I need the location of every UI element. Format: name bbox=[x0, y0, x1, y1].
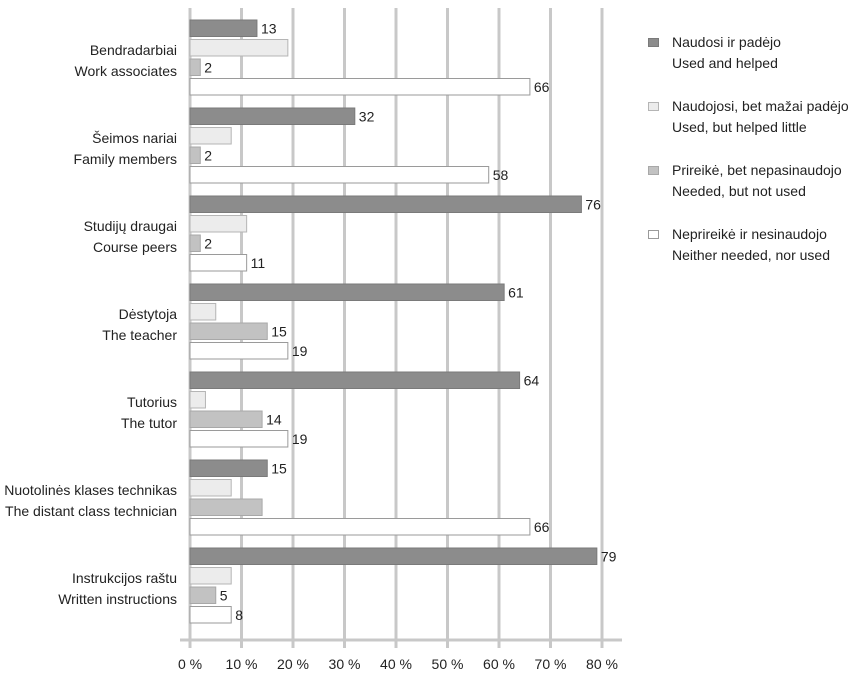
data-label: 79 bbox=[601, 548, 617, 564]
bar bbox=[189, 459, 268, 477]
x-axis: 0 % 10 % 20 % 30 % 40 % 50 % 60 % 70 % 80 % bbox=[178, 638, 622, 672]
data-label: 58 bbox=[493, 167, 509, 183]
category-label-lt: Nuotolinės klases technikas bbox=[4, 482, 177, 498]
legend-text: Naudojosi, bet mažai padėjo Used, but he… bbox=[672, 96, 849, 138]
data-label: 14 bbox=[266, 411, 282, 427]
category-label-lt: Šeimos nariai bbox=[92, 130, 177, 146]
data-label: 2 bbox=[204, 235, 212, 251]
bar bbox=[189, 127, 232, 145]
legend-text: Neprireikė ir nesinaudojo Neither needed… bbox=[672, 224, 830, 266]
bar bbox=[189, 39, 289, 57]
legend-swatch bbox=[648, 166, 659, 175]
legend: Naudosi ir padėjo Used and helped Naudoj… bbox=[648, 32, 860, 288]
bar bbox=[189, 547, 598, 565]
x-tick-label: 10 % bbox=[226, 656, 258, 672]
bar bbox=[189, 195, 582, 213]
bar bbox=[189, 606, 232, 624]
bars: 13 2 66 32 2 58 76 2 11 61 15 19 64 14 19 15 66 79 58 bbox=[189, 19, 617, 624]
data-label: 64 bbox=[524, 372, 540, 388]
data-label: 15 bbox=[271, 323, 287, 339]
data-label: 15 bbox=[271, 460, 287, 476]
legend-label-en: Used and helped bbox=[672, 55, 778, 71]
bar bbox=[189, 107, 356, 125]
legend-swatch bbox=[648, 102, 659, 111]
bar bbox=[189, 586, 217, 604]
bar bbox=[189, 19, 258, 37]
x-tick-label: 30 % bbox=[329, 656, 361, 672]
bar bbox=[189, 371, 521, 389]
category-label-en: Family members bbox=[74, 151, 177, 167]
x-tick-label: 40 % bbox=[380, 656, 412, 672]
bar bbox=[189, 430, 289, 448]
legend-label-lt: Neprireikė ir nesinaudojo bbox=[672, 226, 827, 242]
legend-label-en: Needed, but not used bbox=[672, 183, 806, 199]
legend-item-used-helped: Naudosi ir padėjo Used and helped bbox=[648, 32, 860, 74]
bar bbox=[189, 215, 248, 233]
data-label: 61 bbox=[508, 284, 524, 300]
x-tick-label: 50 % bbox=[432, 656, 464, 672]
x-tick-label: 20 % bbox=[277, 656, 309, 672]
data-label: 8 bbox=[235, 607, 243, 623]
bar bbox=[189, 234, 201, 252]
bar bbox=[189, 518, 531, 536]
x-tick-label: 0 % bbox=[178, 656, 202, 672]
category-label-lt: Instrukcijos raštu bbox=[72, 570, 177, 586]
bar bbox=[189, 146, 201, 164]
category-label-en: The distant class technician bbox=[5, 503, 177, 519]
x-tick-label: 80 % bbox=[586, 656, 618, 672]
bar bbox=[189, 166, 490, 184]
bar bbox=[189, 78, 531, 96]
data-label: 76 bbox=[585, 196, 601, 212]
data-label: 66 bbox=[534, 79, 550, 95]
data-label: 19 bbox=[292, 431, 308, 447]
bar bbox=[189, 498, 263, 516]
category-label-lt: Dėstytoja bbox=[119, 306, 178, 322]
legend-text: Naudosi ir padėjo Used and helped bbox=[672, 32, 781, 74]
legend-label-lt: Prireikė, bet nepasinaudojo bbox=[672, 162, 842, 178]
legend-label-en: Used, but helped little bbox=[672, 119, 807, 135]
data-label: 11 bbox=[251, 255, 266, 271]
bar bbox=[189, 303, 217, 321]
bar bbox=[189, 58, 201, 76]
data-label: 32 bbox=[359, 108, 375, 124]
bar bbox=[189, 567, 232, 585]
category-label-en: The tutor bbox=[121, 415, 177, 431]
data-label: 13 bbox=[261, 20, 277, 36]
bar bbox=[189, 254, 248, 272]
x-tick-label: 70 % bbox=[535, 656, 567, 672]
bar bbox=[189, 322, 268, 340]
legend-label-en: Neither needed, nor used bbox=[672, 247, 830, 263]
category-label-lt: Studijų draugai bbox=[84, 218, 177, 234]
legend-text: Prireikė, bet nepasinaudojo Needed, but … bbox=[672, 160, 842, 202]
bar bbox=[189, 410, 263, 428]
data-label: 5 bbox=[220, 587, 228, 603]
category-label-en: The teacher bbox=[102, 327, 177, 343]
data-label: 2 bbox=[204, 147, 212, 163]
legend-label-lt: Naudosi ir padėjo bbox=[672, 34, 781, 50]
category-label-lt: Tutorius bbox=[127, 394, 177, 410]
legend-item-needed-not-used: Prireikė, bet nepasinaudojo Needed, but … bbox=[648, 160, 860, 202]
x-tick-label: 60 % bbox=[483, 656, 515, 672]
legend-swatch bbox=[648, 38, 659, 47]
category-label-en: Work associates bbox=[75, 63, 177, 79]
bar bbox=[189, 479, 232, 497]
bar bbox=[189, 342, 289, 360]
legend-swatch bbox=[648, 230, 659, 239]
bar bbox=[189, 391, 206, 409]
legend-item-used-little: Naudojosi, bet mažai padėjo Used, but he… bbox=[648, 96, 860, 138]
data-label: 19 bbox=[292, 343, 308, 359]
category-label-en: Written instructions bbox=[58, 591, 177, 607]
legend-label-lt: Naudojosi, bet mažai padėjo bbox=[672, 98, 849, 114]
data-label: 66 bbox=[534, 519, 550, 535]
category-label-en: Course peers bbox=[93, 239, 177, 255]
data-label: 2 bbox=[204, 59, 212, 75]
category-labels: Bendradarbiai Work associates Šeimos naria… bbox=[4, 42, 177, 607]
bar bbox=[189, 283, 505, 301]
legend-item-neither: Neprireikė ir nesinaudojo Neither needed… bbox=[648, 224, 860, 266]
category-label-lt: Bendradarbiai bbox=[90, 42, 177, 58]
